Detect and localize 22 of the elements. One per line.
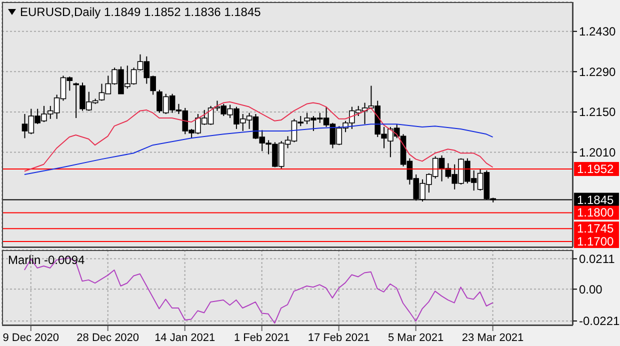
- ref-line-label: 1.1800: [577, 206, 614, 220]
- y-tick-label: 0.0211: [579, 252, 616, 266]
- y-tick-label: 0.00: [579, 282, 603, 296]
- ref-line-label: 1.1700: [577, 234, 614, 249]
- x-tick-label: 17 Feb 2021: [308, 332, 370, 344]
- x-tick-label: 14 Jan 2021: [154, 332, 216, 344]
- x-tick-label: 9 Dec 2020: [2, 332, 60, 344]
- x-tick-label: 5 Mar 2021: [388, 332, 444, 344]
- x-tick-label: 28 Dec 2020: [76, 332, 140, 344]
- ref-line-label: 1.1745: [577, 222, 614, 236]
- candlestick: [73, 82, 79, 119]
- x-tick-label: 23 Mar 2021: [462, 332, 524, 344]
- y-tick-label: 1.2290: [579, 64, 616, 79]
- ref-line-label: 1.1952: [577, 162, 614, 176]
- chart-title: EURUSD,Daily 1.1849 1.1852 1.1836 1.1845: [20, 5, 261, 19]
- y-tick-label: 1.2010: [579, 146, 616, 160]
- x-tick-label: 1 Feb 2021: [234, 332, 290, 344]
- y-tick-label: 1.2430: [579, 24, 616, 39]
- ref-line-label: 1.1845: [577, 192, 614, 207]
- y-tick-label: 1.2150: [579, 105, 616, 120]
- y-tick-label: -0.0221: [579, 314, 620, 328]
- line-series: [24, 101, 494, 172]
